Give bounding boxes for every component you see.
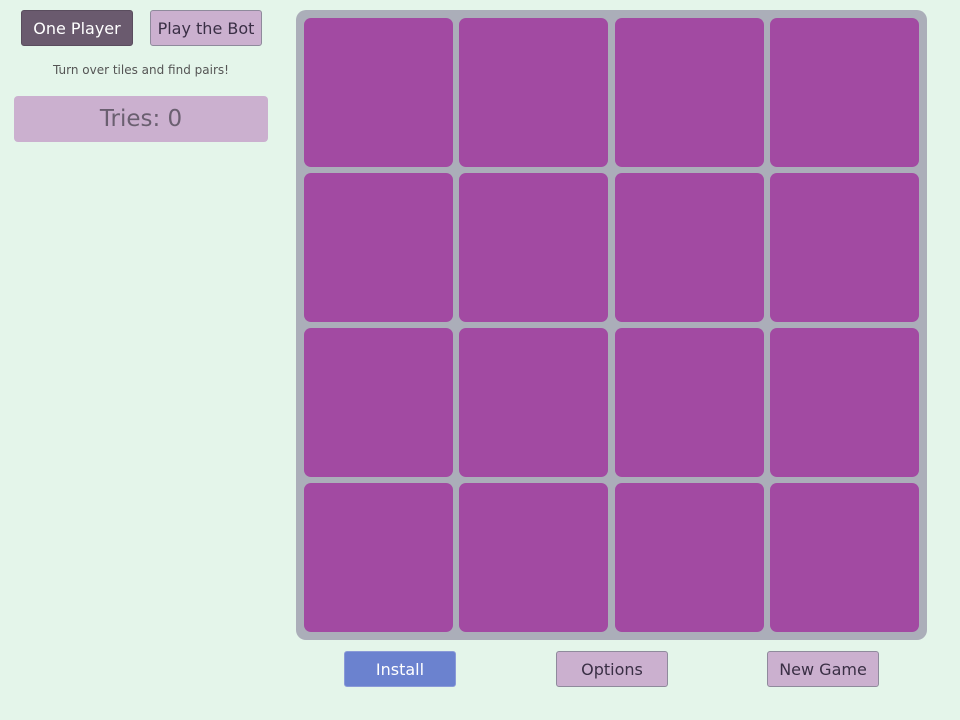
tries-counter: Tries: 0 (14, 96, 268, 142)
tile-r3-c2[interactable] (459, 328, 608, 477)
install-button[interactable]: Install (344, 651, 456, 687)
one-player-button[interactable]: One Player (21, 10, 133, 46)
options-button[interactable]: Options (556, 651, 668, 687)
tile-r4-c4[interactable] (770, 483, 919, 632)
instructions-text: Turn over tiles and find pairs! (53, 63, 229, 77)
tile-r1-c4[interactable] (770, 18, 919, 167)
tile-r2-c1[interactable] (304, 173, 453, 322)
game-board (296, 10, 927, 640)
tile-r3-c4[interactable] (770, 328, 919, 477)
tile-r3-c1[interactable] (304, 328, 453, 477)
tile-r3-c3[interactable] (615, 328, 764, 477)
tile-r2-c4[interactable] (770, 173, 919, 322)
tile-r2-c2[interactable] (459, 173, 608, 322)
tile-r4-c2[interactable] (459, 483, 608, 632)
new-game-button[interactable]: New Game (767, 651, 879, 687)
tile-r1-c1[interactable] (304, 18, 453, 167)
play-bot-button[interactable]: Play the Bot (150, 10, 262, 46)
tile-r4-c1[interactable] (304, 483, 453, 632)
tile-r4-c3[interactable] (615, 483, 764, 632)
tile-r1-c3[interactable] (615, 18, 764, 167)
tile-r1-c2[interactable] (459, 18, 608, 167)
tile-r2-c3[interactable] (615, 173, 764, 322)
